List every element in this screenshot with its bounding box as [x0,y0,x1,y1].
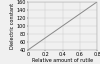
Y-axis label: Dielectric constant: Dielectric constant [10,3,15,49]
X-axis label: Relative amount of rutile: Relative amount of rutile [32,58,93,63]
